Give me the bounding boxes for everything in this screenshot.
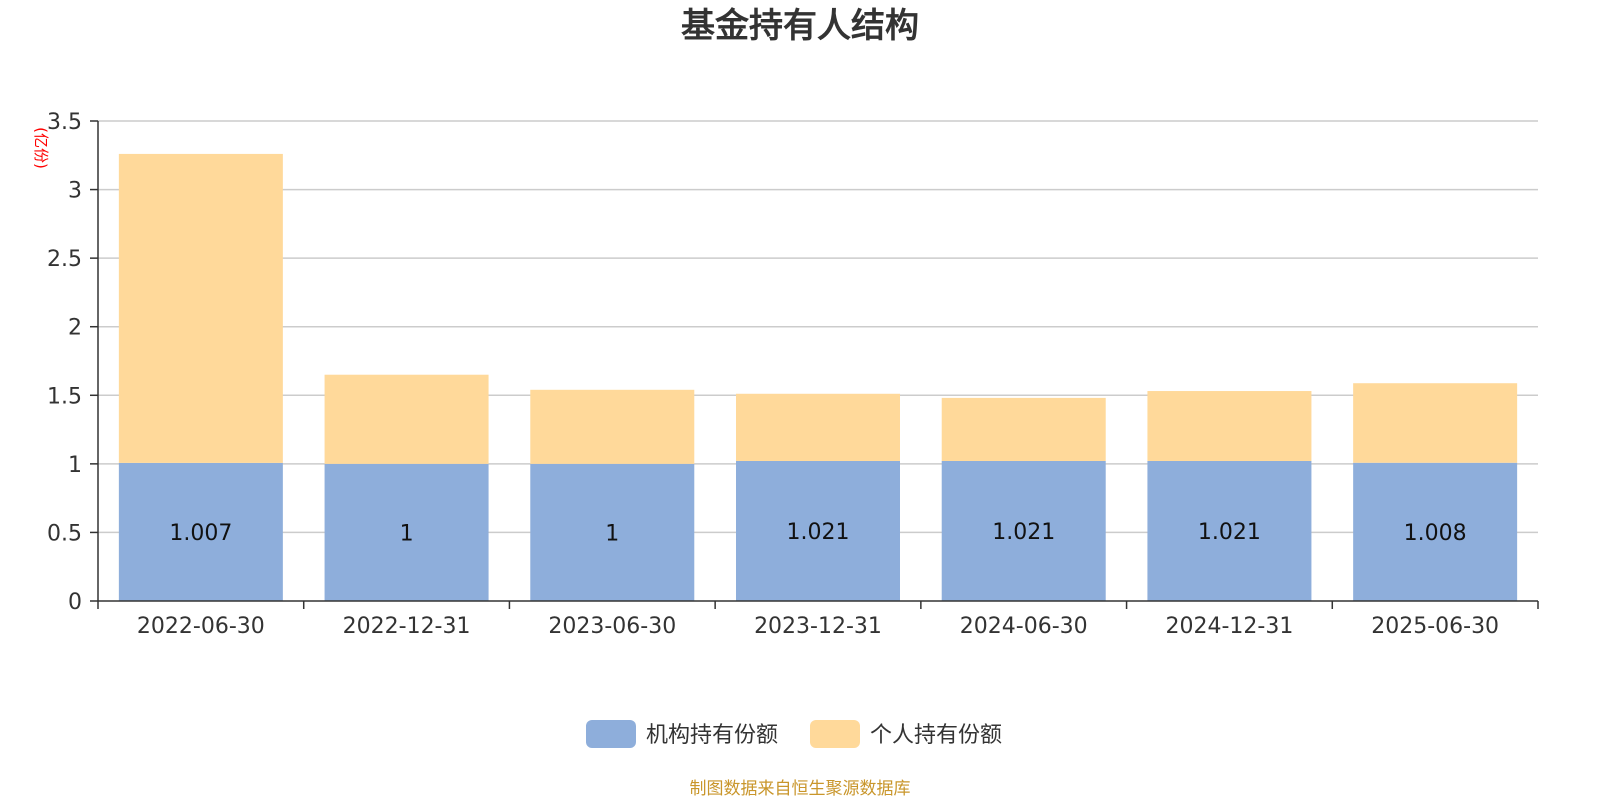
chart-title: 基金持有人结构: [681, 6, 919, 46]
y-tick-label: 0.5: [47, 521, 82, 546]
bars: 1.007 1 1 1.021 1.021 1.021 1.008: [118, 153, 1518, 601]
bar-individual: [941, 397, 1106, 461]
axes: 0 0.5 1 1.5 2 2.5 3 3.5 2022-06-30 2022-12-31 2023…: [47, 110, 1539, 639]
bar-individual: [1147, 391, 1312, 461]
bar-individual: [118, 153, 283, 463]
bar-value-label: 1.007: [169, 521, 232, 546]
legend-label-individual: 个人持有份额: [870, 723, 1002, 748]
bar-value-label: 1.021: [992, 520, 1055, 545]
x-tick-label: 2023-06-30: [548, 614, 676, 639]
y-tick-label: 3.5: [47, 110, 82, 135]
bar-institutional: [736, 460, 900, 601]
y-tick-label: 3: [68, 179, 82, 204]
bar-institutional: [118, 462, 283, 601]
y-axis-unit-label: (亿份): [32, 127, 50, 169]
bar-institutional: [1353, 462, 1518, 601]
y-tick-label: 2: [68, 316, 82, 341]
bar-individual: [324, 374, 489, 464]
bar-value-label: 1.021: [1198, 520, 1261, 545]
bar-value-label: 1: [400, 521, 414, 546]
bar-value-label: 1.021: [787, 520, 850, 545]
legend: 机构持有份额 个人持有份额: [586, 720, 1002, 748]
bar-individual: [530, 389, 695, 464]
x-tick-label: 2024-06-30: [960, 614, 1088, 639]
bar-individual: [1353, 383, 1518, 463]
y-tick-label: 2.5: [47, 247, 82, 272]
bar-institutional: [324, 463, 489, 601]
bar-value-label: 1.008: [1404, 521, 1467, 546]
x-tick-label: 2022-06-30: [137, 614, 265, 639]
bar-value-label: 1: [605, 521, 619, 546]
x-tick-label: 2025-06-30: [1371, 614, 1499, 639]
x-tick-label: 2024-12-31: [1165, 614, 1293, 639]
y-tick-label: 0: [68, 590, 82, 615]
y-tick-label: 1: [68, 453, 82, 478]
y-tick-label: 1.5: [47, 384, 82, 409]
x-tick-label: 2022-12-31: [343, 614, 471, 639]
bar-individual: [736, 393, 900, 461]
data-source-note: 制图数据来自恒生聚源数据库: [690, 779, 911, 799]
bar-institutional: [1147, 460, 1312, 601]
legend-swatch-institutional: [586, 720, 636, 748]
legend-swatch-individual: [810, 720, 860, 748]
bar-institutional: [941, 460, 1106, 601]
bar-institutional: [530, 463, 695, 601]
x-tick-label: 2023-12-31: [754, 614, 882, 639]
legend-label-institutional: 机构持有份额: [646, 723, 778, 748]
